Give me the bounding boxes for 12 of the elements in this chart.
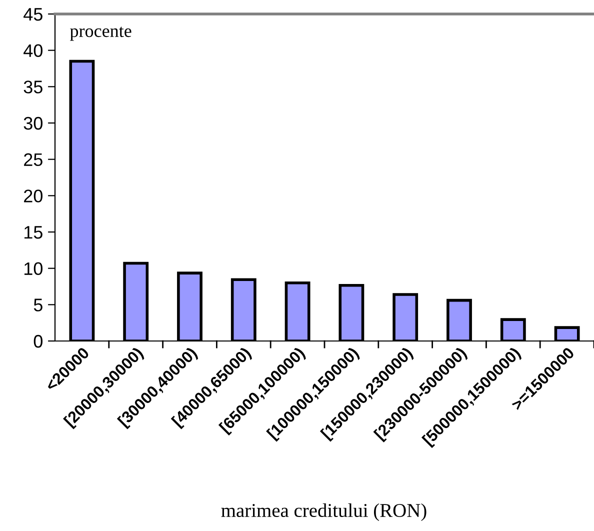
x-axis-title: marimea creditului (RON) — [221, 503, 426, 521]
y-tick-label: 25 — [24, 153, 42, 166]
y-axis-title: procente — [70, 26, 132, 41]
y-tick-label: 5 — [34, 298, 42, 312]
y-tick-label: 30 — [24, 116, 42, 130]
y-tick-label: 20 — [24, 190, 42, 202]
y-tick-label: 45 — [24, 8, 42, 21]
y-tick-label: 40 — [24, 44, 42, 58]
y-tick-label: 35 — [24, 80, 42, 94]
y-tick-label: 10 — [24, 262, 42, 276]
y-tick-label: 15 — [24, 226, 42, 239]
y-tick-label: 0 — [34, 334, 42, 348]
